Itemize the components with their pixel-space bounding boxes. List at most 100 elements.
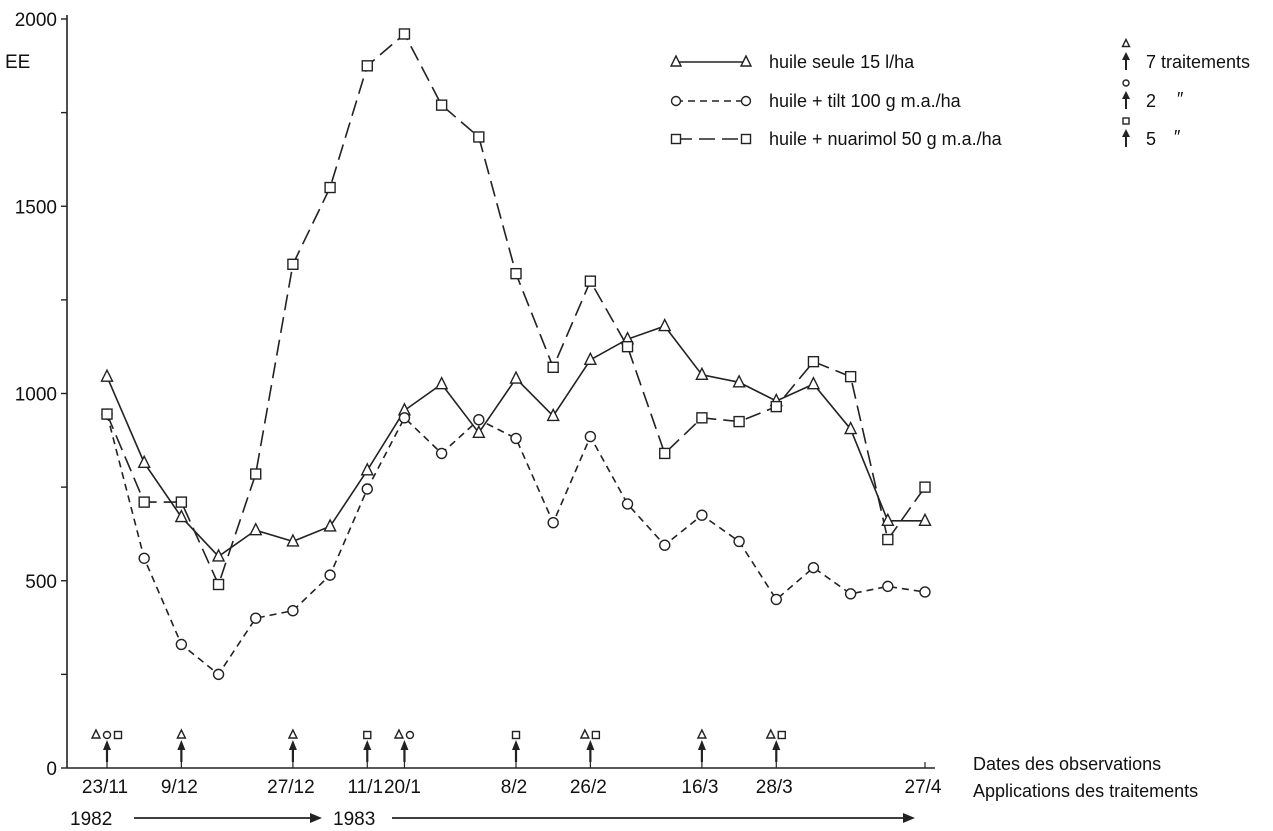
data-point-square [175, 496, 188, 508]
data-point-circle [919, 586, 931, 598]
legend-treatment-count: 5 [1146, 129, 1156, 149]
data-point-circle [361, 483, 373, 495]
data-point-square [324, 181, 336, 194]
data-point-circle [473, 414, 485, 426]
data-point-circle [398, 412, 411, 424]
treatment-symbol-circle [102, 730, 112, 740]
data-point-circle [844, 588, 857, 600]
data-point-circle [696, 509, 708, 521]
year-label: 1983 [333, 809, 375, 830]
x-date-label: 20/1 [384, 777, 421, 798]
treatment-arrow-head [512, 740, 520, 750]
x-date-label: 9/12 [161, 777, 198, 798]
data-point-circle [882, 580, 894, 593]
x-date-label: 26/2 [570, 777, 607, 798]
data-point-square [807, 355, 820, 368]
legend-symbol-square [740, 133, 752, 145]
data-point-square [770, 400, 782, 413]
data-point-triangle [249, 522, 263, 536]
data-point-square [882, 533, 894, 546]
treatment-symbol-square [777, 730, 786, 740]
data-point-circle [212, 668, 225, 681]
legend-treat-symbol-triangle [1121, 37, 1131, 48]
data-point-square [659, 447, 671, 460]
year-arrow-head [310, 813, 322, 823]
legend-treat-symbol-circle [1122, 79, 1130, 87]
legend-symbol-circle [670, 95, 682, 107]
bottom-note: Dates des observations [973, 754, 1161, 774]
data-point-square [919, 481, 931, 493]
data-point-triangle [844, 421, 858, 435]
x-date-label: 8/2 [501, 777, 527, 798]
data-point-circle [547, 517, 559, 529]
treatment-arrow-head [400, 740, 409, 750]
date-axis: 23/11 9/12 27/12 11/1 20/1 8/2 26/2 16/3 28/3 27/… [70, 762, 942, 830]
x-date-label: 27/12 [267, 777, 315, 798]
data-point-square [250, 468, 262, 480]
data-point-triangle [509, 370, 523, 384]
data-point-triangle [174, 509, 188, 523]
data-point-square [212, 578, 225, 591]
data-point-square [138, 496, 150, 508]
data-point-square [696, 412, 708, 424]
data-point-triangle [286, 533, 300, 547]
y-tick-label: 500 [25, 572, 57, 593]
data-point-square [361, 60, 373, 72]
data-point-square [547, 361, 559, 373]
y-tick-label: 1000 [15, 385, 57, 406]
series-line-circle [106, 413, 926, 676]
data-point-circle [175, 638, 188, 651]
y-tick-label: 0 [46, 759, 57, 780]
data-point-square [287, 258, 299, 270]
ditto-mark: ″ [1177, 89, 1184, 109]
series-line-square [106, 32, 926, 587]
data-point-square [844, 370, 857, 383]
legend-treatment-count: 7 traitements [1146, 52, 1250, 72]
treatment-arrow-head [586, 740, 595, 750]
treatment-arrow-head [697, 740, 706, 750]
legend-symbol-circle [740, 95, 752, 107]
data-point-circle [510, 432, 522, 445]
treatment-symbol-square [113, 730, 123, 740]
legend: huile seule 15 l/ha 7 traitements huile + … [669, 37, 1250, 149]
data-point-circle [138, 552, 150, 564]
series-markers [100, 28, 932, 681]
legend-treat-symbol-square [1122, 117, 1130, 125]
data-point-circle [250, 612, 262, 624]
data-point-square [621, 340, 634, 353]
data-point-circle [287, 605, 299, 617]
legend-symbol-triangle [669, 54, 683, 67]
treatment-arrow-head [103, 740, 111, 750]
data-point-circle [733, 535, 745, 548]
data-point-triangle [806, 376, 821, 390]
data-point-triangle [435, 376, 449, 390]
data-point-triangle [881, 512, 895, 527]
legend-label: huile + tilt 100 g m.a./ha [769, 91, 962, 111]
data-point-circle [807, 561, 820, 574]
data-point-triangle [360, 462, 374, 476]
data-point-triangle [918, 512, 932, 527]
bottom-note: Applications des traitements [973, 781, 1198, 801]
year-arrow-head [903, 813, 915, 823]
treatment-symbol-triangle [393, 728, 405, 739]
data-point-triangle [658, 318, 672, 332]
data-point-triangle [583, 351, 597, 365]
legend-treat-arrow-head [1122, 91, 1130, 99]
data-point-triangle [472, 424, 486, 439]
data-point-circle [659, 539, 671, 551]
axes [66, 15, 935, 769]
treatment-symbol-triangle [765, 728, 776, 739]
data-point-triangle [100, 368, 114, 382]
data-point-circle [435, 447, 448, 460]
treatment-symbol-triangle [287, 728, 299, 739]
x-date-label: 16/3 [681, 777, 718, 798]
data-point-square [473, 131, 485, 143]
data-point-circle [770, 593, 782, 606]
data-point-triangle [695, 366, 709, 380]
data-point-square [435, 99, 448, 111]
x-date-label: 23/11 [82, 777, 128, 798]
treatment-arrow-head [363, 740, 372, 750]
x-date-label: 11/1 [347, 777, 383, 798]
legend-symbol-square [670, 133, 682, 145]
